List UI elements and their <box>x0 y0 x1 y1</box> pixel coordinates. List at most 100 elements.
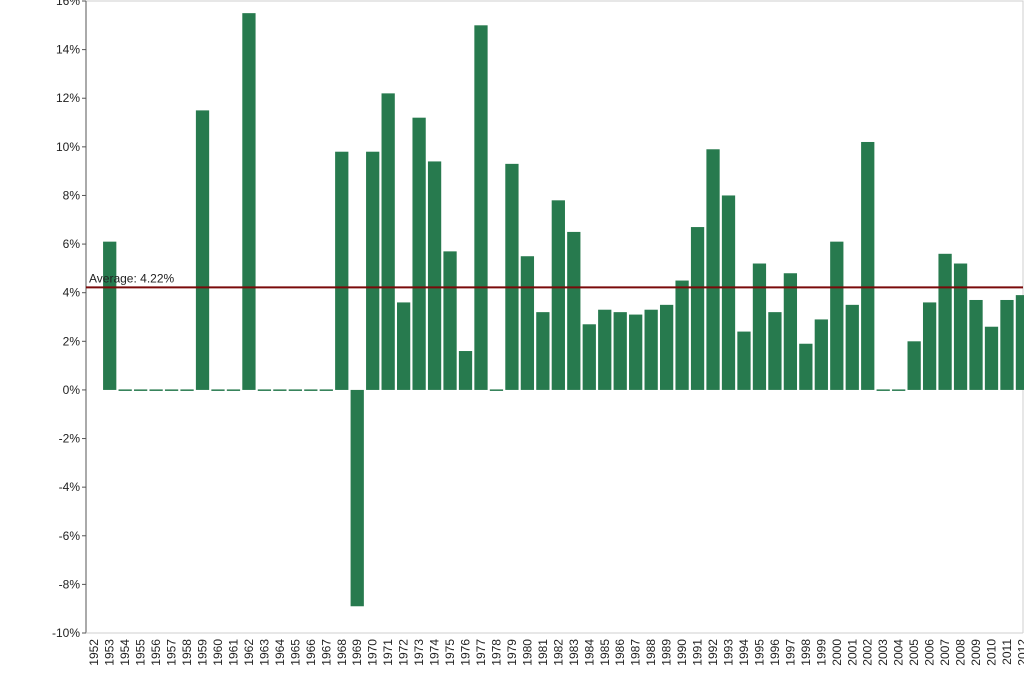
bar <box>366 151 380 390</box>
bar <box>737 331 751 390</box>
x-tick-label: 1959 <box>196 639 210 666</box>
y-tick-label: -2% <box>59 432 81 446</box>
y-tick-label: 6% <box>63 237 81 251</box>
x-tick-label: 1987 <box>629 639 643 666</box>
x-axis: 1952 1953 1954 1955 1956 1957 1958 1959 1960 1961… <box>86 632 1024 666</box>
x-tick-label: 2011 <box>1000 639 1014 665</box>
bar <box>721 195 736 390</box>
bar <box>783 273 798 390</box>
bar <box>164 389 179 391</box>
y-tick-label: 12% <box>56 91 80 105</box>
x-tick-label: 1988 <box>644 639 658 666</box>
x-tick-label: 1954 <box>118 639 132 666</box>
y-tick-label: 2% <box>63 334 81 348</box>
plot-frame <box>86 0 1024 633</box>
bar <box>551 200 565 390</box>
x-tick-label: 2010 <box>985 639 999 666</box>
x-tick-label: 1963 <box>257 639 271 666</box>
y-axis: -10% -8% -6% -4% -2% 0% 2% 4% 6% 8% 10% 12% 14% 16% <box>52 0 87 640</box>
bar <box>922 302 937 390</box>
bar <box>861 141 875 390</box>
bar <box>458 351 473 390</box>
x-tick-label: 1980 <box>520 639 534 666</box>
bar <box>103 241 117 390</box>
x-tick-label: 1973 <box>412 639 426 666</box>
bar <box>536 312 550 390</box>
bar <box>613 312 627 390</box>
bar <box>938 253 952 390</box>
bar <box>659 304 674 390</box>
x-tick-label: 2012 <box>1015 639 1024 666</box>
bar <box>350 389 364 607</box>
x-tick-label: 1952 <box>87 639 101 666</box>
x-tick-label: 1979 <box>505 639 519 666</box>
bar <box>582 324 596 390</box>
x-tick-label: 2009 <box>969 639 983 666</box>
bar <box>149 389 163 391</box>
x-tick-label: 1961 <box>226 639 240 666</box>
bar <box>1000 299 1014 390</box>
bar <box>443 251 457 390</box>
x-tick-label: 1974 <box>428 639 442 666</box>
bar <box>505 163 519 390</box>
bar <box>211 389 225 391</box>
bar <box>195 110 210 390</box>
x-tick-label: 2004 <box>892 639 906 666</box>
x-tick-label: 1957 <box>165 639 179 666</box>
bar <box>984 326 999 390</box>
x-tick-label: 1995 <box>752 639 766 666</box>
x-tick-label: 1964 <box>273 639 287 666</box>
bar <box>180 389 194 391</box>
x-tick-label: 1972 <box>397 639 411 666</box>
x-tick-label: 1998 <box>799 639 813 666</box>
bar <box>644 309 658 390</box>
x-tick-label: 1966 <box>304 639 318 666</box>
x-tick-label: 1955 <box>134 639 148 666</box>
x-tick-label: 1986 <box>613 639 627 666</box>
bar <box>629 314 643 390</box>
x-tick-label: 1956 <box>149 639 163 666</box>
x-tick-label: 2003 <box>876 639 890 666</box>
x-tick-label: 1999 <box>814 639 828 666</box>
bar <box>752 263 767 390</box>
x-tick-label: 1978 <box>489 639 503 666</box>
bar <box>118 389 132 391</box>
bar <box>288 389 302 391</box>
bar <box>830 241 844 390</box>
x-tick-label: 1960 <box>211 639 225 666</box>
x-tick-label: 1958 <box>180 639 194 666</box>
y-tick-label: -6% <box>59 529 81 543</box>
x-tick-label: 1984 <box>582 639 596 666</box>
y-tick-label: -8% <box>59 577 81 591</box>
bar <box>598 309 612 390</box>
x-tick-label: 2000 <box>830 639 844 666</box>
x-tick-label: 1965 <box>288 639 302 666</box>
x-tick-label: 1989 <box>660 639 674 666</box>
bar <box>273 389 287 391</box>
x-tick-label: 1971 <box>381 639 395 666</box>
bar <box>134 389 148 391</box>
bar <box>427 161 442 390</box>
x-tick-label: 2006 <box>923 639 937 666</box>
y-tick-label: 8% <box>63 188 81 202</box>
bar <box>799 343 813 390</box>
bar <box>845 304 859 390</box>
bar <box>567 231 581 390</box>
average-label: Average: 4.22% <box>89 271 175 285</box>
bar <box>381 93 395 390</box>
bar <box>768 312 782 390</box>
bar <box>892 389 906 391</box>
bar <box>1015 295 1024 390</box>
bar <box>304 389 318 391</box>
bar <box>876 389 890 391</box>
x-tick-label: 1970 <box>366 639 380 666</box>
x-tick-label: 2007 <box>938 639 952 666</box>
x-tick-label: 1977 <box>474 639 488 666</box>
x-tick-label: 1997 <box>783 639 797 666</box>
x-tick-label: 2001 <box>845 639 859 666</box>
bar <box>242 13 256 390</box>
y-tick-label: 14% <box>56 43 80 57</box>
x-tick-label: 1969 <box>350 639 364 666</box>
bar <box>907 341 921 390</box>
x-tick-label: 2002 <box>861 639 875 666</box>
